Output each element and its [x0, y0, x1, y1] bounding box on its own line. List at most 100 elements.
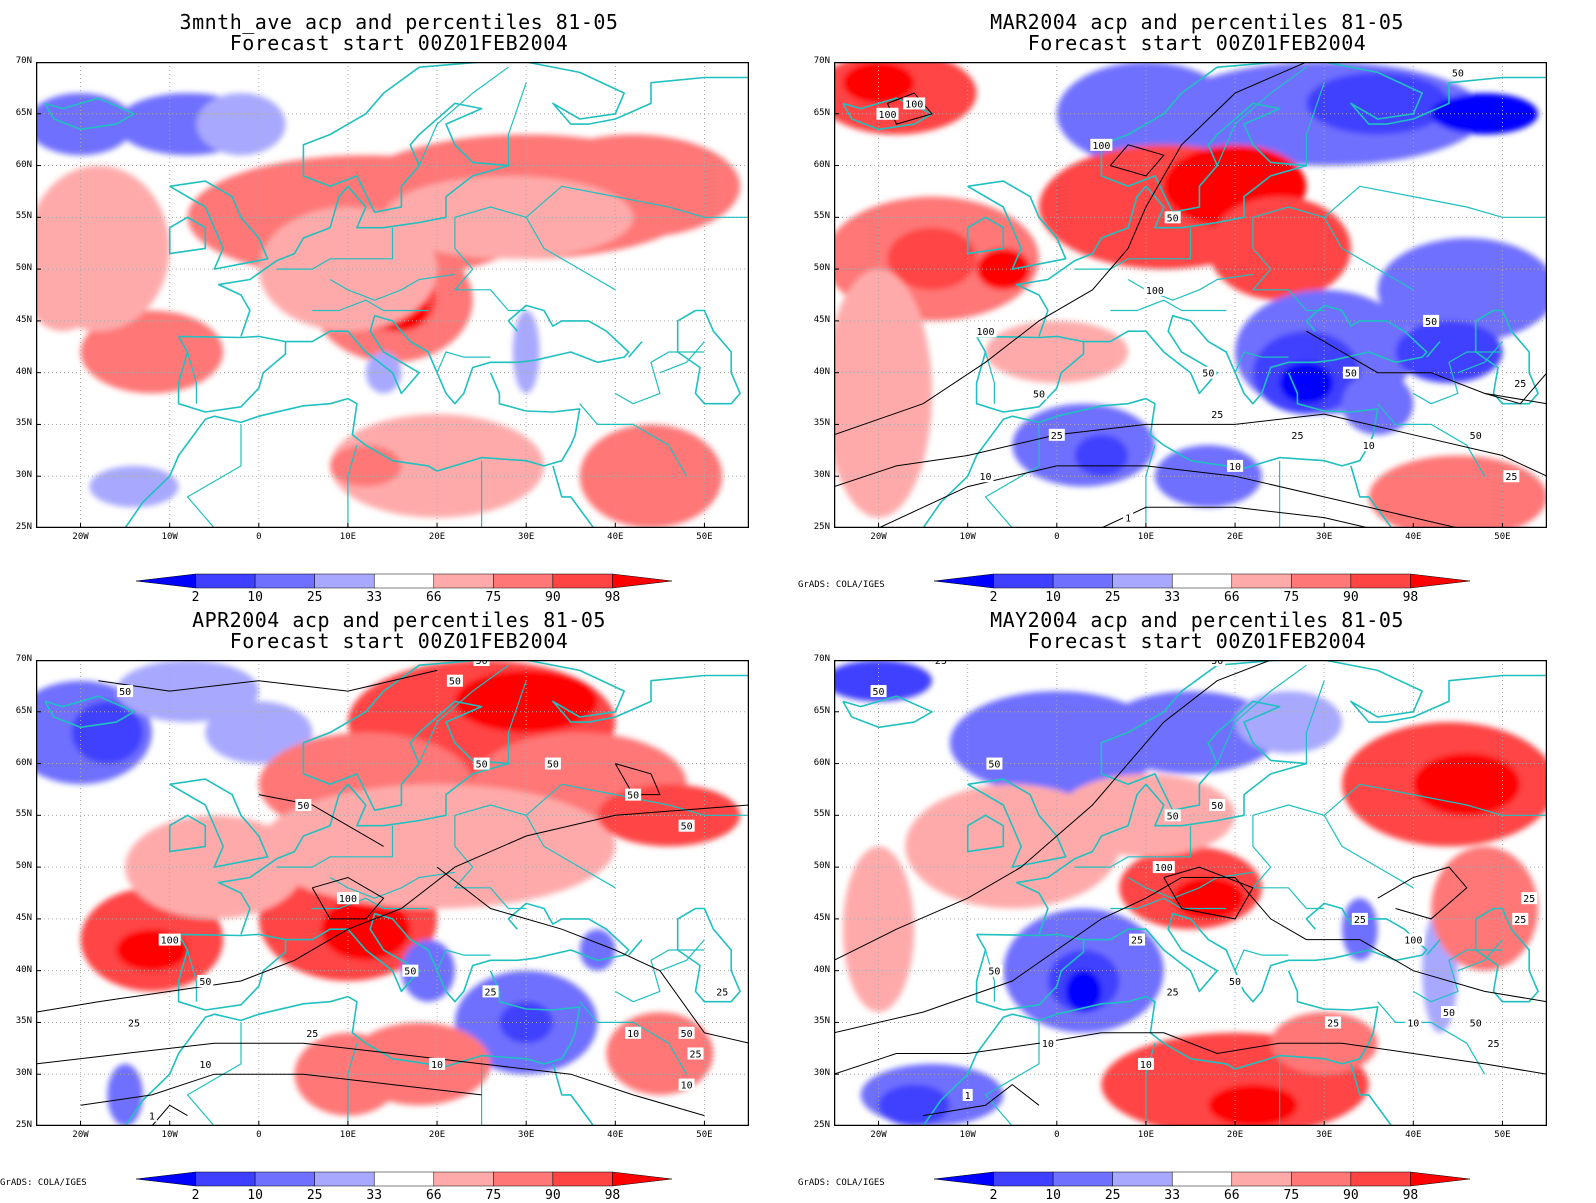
coastline	[177, 335, 287, 413]
country-border	[1234, 351, 1289, 373]
lat-tick-label: 60N	[15, 757, 32, 768]
lon-tick-label: 50E	[696, 532, 713, 542]
lon-tick-label: 10E	[1137, 532, 1155, 542]
country-border	[659, 341, 705, 374]
country-border	[1305, 82, 1325, 166]
country-border	[614, 949, 705, 1003]
percentile-shading	[1431, 846, 1539, 971]
lon-tick-label: 0	[256, 1130, 262, 1140]
lat-tick-label: 50N	[813, 263, 830, 274]
coastline	[975, 335, 1085, 413]
percentile-shading	[878, 1084, 950, 1126]
contour-label: 50	[1167, 811, 1179, 822]
country-border	[1145, 1043, 1156, 1126]
colorbar-swatch	[1231, 1171, 1292, 1187]
colorbar	[135, 1170, 673, 1188]
percentile-contour	[1306, 330, 1547, 405]
coastline	[842, 695, 933, 729]
country-border	[507, 82, 527, 166]
colorbar-swatch	[993, 1171, 1054, 1187]
colorbar-label: 10	[1045, 590, 1061, 605]
lon-tick-label: 40E	[607, 532, 624, 542]
country-border	[1377, 1001, 1486, 1075]
percentile-contour	[923, 1083, 1040, 1117]
country-border	[507, 680, 527, 764]
percentile-contour	[834, 660, 1271, 961]
country-border	[1127, 273, 1253, 301]
colorbar-swatch	[1171, 1171, 1233, 1187]
lat-tick-label: 45N	[15, 912, 32, 923]
percentile-shading	[36, 165, 170, 332]
coastline	[44, 695, 135, 729]
lat-tick-label: 70N	[813, 56, 830, 66]
percentile-shading	[842, 846, 915, 1013]
lon-tick-label: 10W	[959, 532, 976, 542]
lat-tick-label: 30N	[15, 1068, 32, 1079]
colorbar-swatch	[195, 573, 256, 589]
colorbar-swatch	[1052, 573, 1113, 589]
contour-label: 50	[988, 967, 1000, 978]
colorbar-label: 66	[1223, 590, 1240, 605]
country-border	[347, 1043, 358, 1126]
colorbar-label: 75	[1283, 590, 1300, 605]
contour-label: 50	[199, 977, 211, 988]
contour-label: 25	[306, 1029, 318, 1040]
percentile-contour	[878, 465, 1459, 528]
lat-tick-label: 60N	[15, 159, 32, 170]
contour-label: 10	[1363, 441, 1375, 452]
lat-tick-label: 60N	[813, 159, 830, 170]
percentile-shading	[365, 351, 402, 394]
lat-tick-label: 30N	[813, 1068, 830, 1079]
percentile-shading	[579, 929, 616, 971]
contour-label: 10	[1229, 462, 1241, 473]
country-border	[436, 949, 491, 971]
percentile-shading	[1065, 970, 1102, 1013]
contour-label: 25	[128, 1018, 140, 1029]
country-border	[276, 227, 394, 270]
country-border	[347, 445, 358, 528]
panel-subtitle: Forecast start 00Z01FEB2004	[229, 31, 569, 55]
colorbar-swatch	[1052, 1171, 1113, 1187]
contour-label: 50	[1167, 213, 1179, 224]
colorbar-swatch	[433, 573, 494, 589]
country-border	[1110, 897, 1227, 910]
grads-credit: GrADS: COLA/IGES	[798, 580, 885, 590]
contour-label: 100	[976, 327, 994, 338]
colorbar-swatch	[195, 1171, 256, 1187]
percentile-shading	[196, 93, 286, 156]
coastline	[967, 778, 1067, 868]
country-border	[1377, 403, 1486, 477]
contour-label: 100	[1092, 141, 1110, 152]
lon-tick-label: 20W	[870, 532, 887, 542]
lon-tick-label: 20W	[870, 1130, 887, 1140]
grads-credit: GrADS: COLA/IGES	[798, 1178, 885, 1188]
colorbar-label: 25	[1104, 590, 1121, 605]
contour-label: 25	[1514, 915, 1526, 926]
country-border	[659, 939, 705, 972]
lat-tick-label: 55N	[15, 809, 32, 820]
colorbar-swatch	[1410, 1171, 1471, 1187]
colorbar	[135, 572, 673, 590]
percentile-contour	[1377, 866, 1468, 920]
country-border	[1074, 227, 1192, 270]
percentile-shading	[107, 1063, 143, 1126]
coastline	[1426, 939, 1441, 956]
lat-tick-label: 25N	[15, 1120, 32, 1130]
percentile-shading	[1413, 753, 1521, 816]
colorbar-swatch	[1291, 1171, 1352, 1187]
contour-label: 50	[1211, 660, 1223, 667]
contour-label: 10	[1042, 1039, 1054, 1050]
lon-tick-label: 50E	[1494, 1130, 1511, 1140]
lat-tick-label: 60N	[813, 757, 830, 768]
map-frame	[834, 660, 1547, 1126]
colorbar-swatch	[1112, 573, 1173, 589]
lat-tick-label: 25N	[813, 522, 830, 532]
coastline	[285, 304, 630, 405]
contour-label: 25	[935, 660, 947, 667]
lat-tick-label: 35N	[15, 1016, 32, 1027]
map-frame	[36, 660, 749, 1126]
percentile-shading	[454, 670, 598, 733]
percentile-contour	[886, 92, 933, 125]
percentile-contour	[1109, 144, 1165, 177]
lat-tick-label: 65N	[813, 705, 830, 716]
